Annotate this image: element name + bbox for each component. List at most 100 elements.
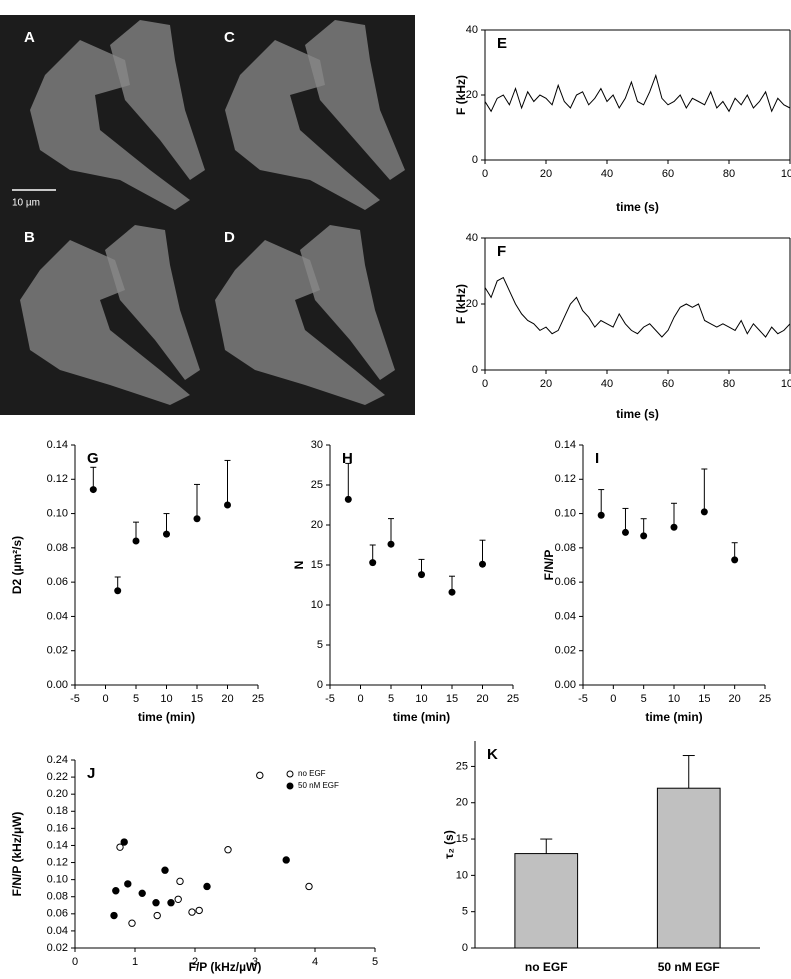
y-tick-label: 0.06 bbox=[47, 908, 68, 920]
x-tick-label: 5 bbox=[133, 693, 139, 705]
panel: 0 5 10 15 20 25 Kτ₂ (s) no EGF 50 nM EGF bbox=[442, 741, 760, 974]
y-tick-label: 0 bbox=[317, 679, 323, 691]
data-line bbox=[484, 73, 791, 113]
y-tick-label: 0.18 bbox=[47, 805, 68, 817]
y-tick-label: 0.22 bbox=[47, 771, 68, 783]
cell-a bbox=[30, 40, 190, 210]
cell-c bbox=[225, 40, 380, 210]
x-tick-label: 0 bbox=[72, 956, 78, 968]
y-tick-label: 0.10 bbox=[47, 874, 68, 886]
y-tick-label: 0.06 bbox=[555, 576, 576, 588]
cell-b2 bbox=[105, 225, 200, 380]
x-tick-label: 0 bbox=[357, 693, 363, 705]
y-tick-label: 0.08 bbox=[47, 542, 68, 554]
y-axis-label: F (kHz) bbox=[454, 284, 468, 324]
x-tick-label: 40 bbox=[601, 168, 613, 180]
x-tick-label: 10 bbox=[415, 693, 427, 705]
y-axis-label: D2 (µm²/s) bbox=[10, 536, 24, 594]
x-tick-label: no EGF bbox=[525, 960, 568, 974]
x-tick-label: 5 bbox=[388, 693, 394, 705]
bar bbox=[656, 787, 721, 949]
point bbox=[224, 846, 232, 854]
point bbox=[116, 843, 124, 851]
point bbox=[161, 866, 169, 874]
y-tick-label: 5 bbox=[317, 639, 323, 651]
y-tick-label: 0.02 bbox=[47, 645, 68, 657]
x-tick-label: 80 bbox=[723, 378, 735, 390]
x-tick-label: 2 bbox=[192, 956, 198, 968]
x-tick-label: 1 bbox=[132, 956, 138, 968]
point bbox=[188, 908, 196, 916]
cell-b bbox=[20, 240, 190, 405]
x-tick-label: 60 bbox=[662, 168, 674, 180]
x-tick-label: 10 bbox=[668, 693, 680, 705]
image-label: C bbox=[224, 29, 235, 46]
point bbox=[114, 587, 122, 595]
y-tick-label: 0.04 bbox=[47, 610, 68, 622]
x-tick-label: -5 bbox=[325, 693, 335, 705]
x-tick-label: 60 bbox=[662, 378, 674, 390]
y-tick-label: 0.08 bbox=[555, 542, 576, 554]
y-tick-label: 0.04 bbox=[47, 925, 68, 937]
panel-label: H bbox=[342, 450, 353, 467]
scale-bar-label: 10 µm bbox=[12, 198, 40, 209]
panel-label: G bbox=[87, 450, 99, 467]
y-tick-label: 0.04 bbox=[555, 610, 576, 622]
legend-marker bbox=[286, 782, 294, 790]
x-tick-label: 20 bbox=[729, 693, 741, 705]
y-axis-label: F/N/P bbox=[542, 550, 556, 581]
point bbox=[128, 919, 136, 927]
x-tick-label: 0 bbox=[610, 693, 616, 705]
image-label: B bbox=[24, 229, 35, 246]
y-tick-label: 0.16 bbox=[47, 822, 68, 834]
y-tick-label: 0 bbox=[462, 942, 468, 954]
panel: 0.00 0.02 0.04 0.06 0.08 0.10 0.12 0.14 -5 0 5 10 15… bbox=[542, 439, 771, 724]
point bbox=[195, 906, 203, 915]
x-tick-label: 4 bbox=[312, 956, 318, 968]
point bbox=[112, 887, 120, 895]
point bbox=[621, 528, 629, 536]
point bbox=[132, 537, 140, 545]
panel-label: E bbox=[497, 35, 507, 52]
x-tick-label: 20 bbox=[540, 168, 552, 180]
y-axis-label: N bbox=[292, 561, 306, 570]
y-tick-label: 10 bbox=[311, 599, 323, 611]
y-tick-label: 0.10 bbox=[47, 507, 68, 519]
point bbox=[124, 880, 132, 888]
cell-a2 bbox=[110, 20, 205, 180]
image-label: A bbox=[24, 29, 35, 46]
y-tick-label: 0.06 bbox=[47, 576, 68, 588]
point bbox=[479, 560, 486, 568]
x-tick-label: 25 bbox=[252, 693, 264, 705]
y-tick-label: 0.20 bbox=[47, 788, 68, 800]
legend-label: no EGF bbox=[298, 769, 326, 778]
x-axis-label: F/P (kHz/µW) bbox=[189, 960, 262, 974]
point bbox=[176, 877, 184, 886]
point bbox=[224, 501, 231, 509]
panel: 0.02 0.04 0.06 0.08 0.10 0.12 0.14 0.16 0.18 0.20… bbox=[10, 754, 378, 974]
point bbox=[418, 571, 425, 579]
y-axis-label: F (kHz) bbox=[454, 75, 468, 115]
x-axis-label: time (s) bbox=[616, 200, 659, 214]
point bbox=[167, 899, 175, 907]
y-tick-label: 0.02 bbox=[47, 942, 68, 954]
x-tick-label: 10 bbox=[160, 693, 172, 705]
x-axis-label: time (min) bbox=[393, 710, 450, 724]
y-tick-label: 0 bbox=[472, 154, 478, 166]
y-tick-label: 0.24 bbox=[47, 754, 68, 766]
y-tick-label: 20 bbox=[466, 298, 478, 310]
point bbox=[120, 838, 128, 846]
y-tick-label: 25 bbox=[456, 760, 468, 772]
point bbox=[282, 856, 290, 864]
y-tick-label: 0.14 bbox=[47, 439, 68, 451]
point bbox=[640, 532, 648, 540]
x-tick-label: 80 bbox=[723, 168, 735, 180]
x-tick-label: 15 bbox=[446, 693, 458, 705]
x-tick-label: 25 bbox=[507, 693, 519, 705]
point bbox=[203, 882, 211, 891]
y-tick-label: 15 bbox=[456, 833, 468, 845]
x-tick-label: 15 bbox=[191, 693, 203, 705]
y-tick-label: 20 bbox=[466, 89, 478, 101]
